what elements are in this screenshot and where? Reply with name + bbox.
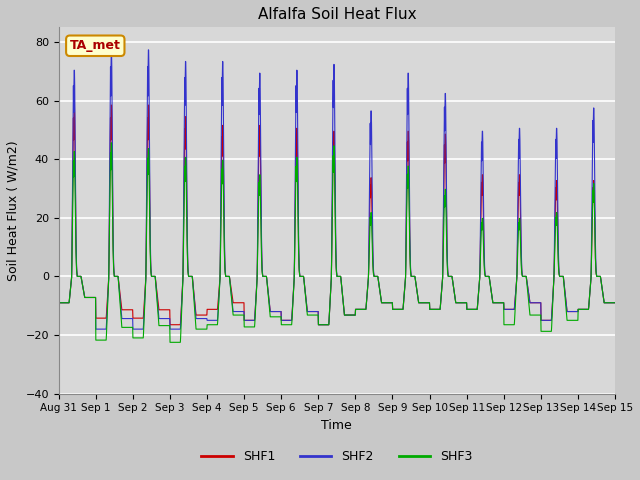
SHF2 — [353, 306, 361, 312]
SHF3 — [55, 300, 63, 306]
SHF2 — [563, 302, 570, 308]
SHF1 — [499, 300, 507, 306]
Title: Alfalfa Soil Heat Flux: Alfalfa Soil Heat Flux — [257, 7, 416, 22]
SHF3 — [578, 306, 586, 312]
Line: SHF2: SHF2 — [59, 50, 615, 329]
SHF3 — [166, 339, 174, 345]
SHF2 — [108, 47, 115, 53]
SHF1 — [611, 300, 619, 306]
Line: SHF1: SHF1 — [59, 105, 615, 325]
SHF3 — [365, 241, 373, 247]
SHF1 — [55, 300, 63, 306]
SHF3 — [353, 306, 361, 312]
SHF1 — [578, 306, 586, 312]
SHF1 — [353, 306, 361, 312]
SHF3 — [611, 300, 619, 306]
SHF1 — [166, 322, 174, 328]
Line: SHF3: SHF3 — [59, 143, 615, 342]
SHF2 — [211, 317, 218, 323]
SHF2 — [611, 300, 619, 306]
SHF1 — [365, 224, 373, 229]
SHF1 — [70, 102, 78, 108]
Text: TA_met: TA_met — [70, 39, 121, 52]
SHF3 — [211, 322, 218, 328]
SHF3 — [563, 309, 570, 315]
SHF1 — [563, 302, 570, 308]
SHF3 — [108, 140, 115, 145]
X-axis label: Time: Time — [321, 419, 352, 432]
Legend: SHF1, SHF2, SHF3: SHF1, SHF2, SHF3 — [196, 445, 477, 468]
SHF2 — [578, 306, 586, 312]
SHF2 — [55, 300, 63, 306]
SHF2 — [365, 190, 373, 196]
SHF3 — [499, 300, 507, 306]
SHF2 — [499, 300, 507, 306]
Y-axis label: Soil Heat Flux ( W/m2): Soil Heat Flux ( W/m2) — [7, 140, 20, 281]
SHF2 — [92, 326, 100, 332]
SHF1 — [211, 306, 218, 312]
